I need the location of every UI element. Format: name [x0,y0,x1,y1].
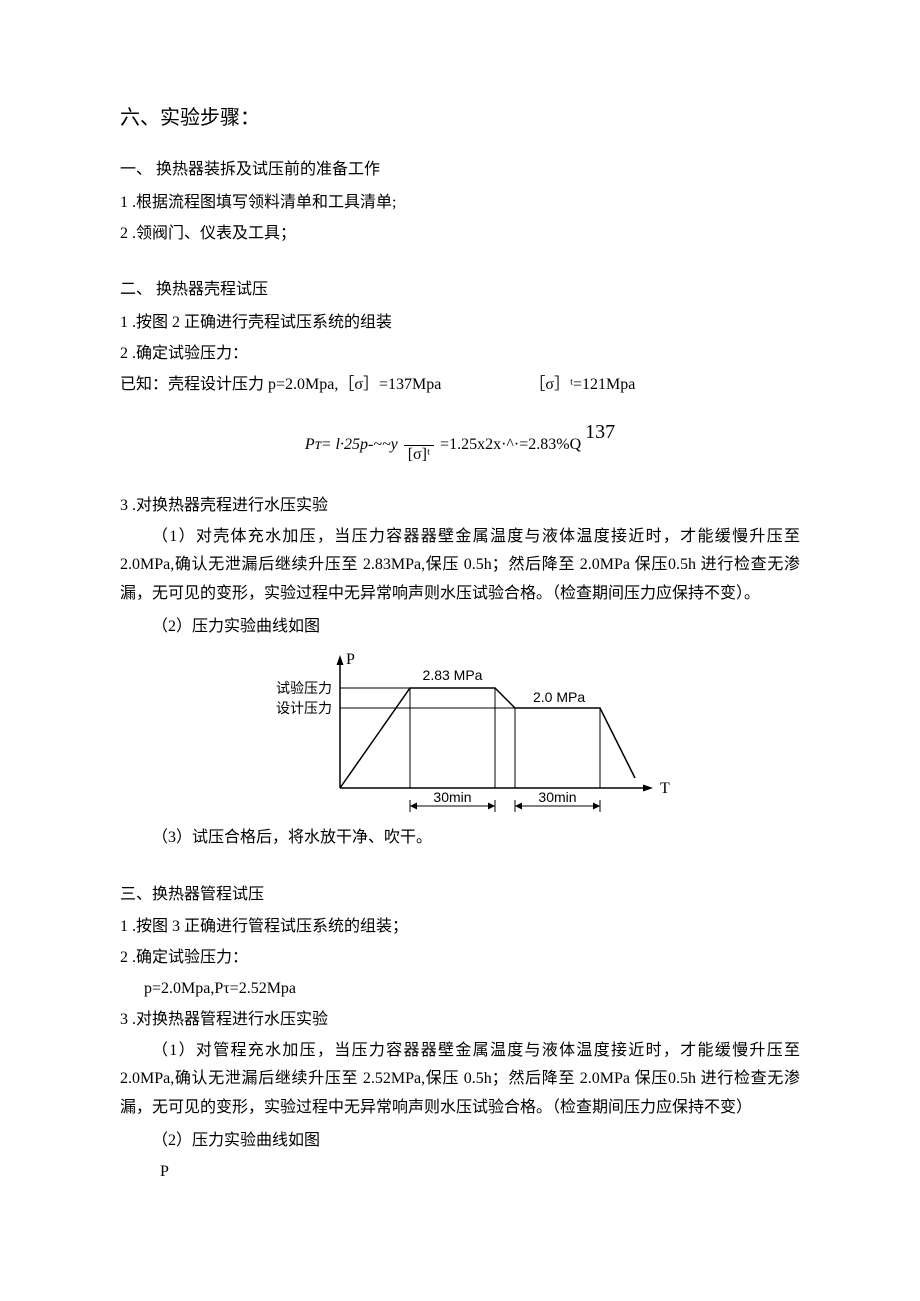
subsection-1-title: 一、 换热器装拆及试压前的准备工作 [120,156,800,185]
svg-text:30min: 30min [538,789,576,805]
svg-text:P: P [346,651,355,668]
pressure-curve-chart: P T 试验压力设计压力 2.83 MPa 2.0 MPa 30min 30min [230,648,800,818]
formula-lhs: Pᴛ= l·25p-~~y [305,431,398,460]
subsection-3-title: 三、换热器管程试压 [120,881,800,910]
svg-text:2.83 MPa: 2.83 MPa [423,667,483,683]
formula-rhs: =1.25x2x·^·=2.83%Q [440,431,581,460]
sec3-para2-label: （2）压力实验曲线如图 [120,1127,800,1156]
known-suffix: ［σ］ᵗ=121Mpa [529,376,635,393]
subsection-2-title: 二、 换热器壳程试压 [120,276,800,305]
formula-denom: [σ]ᵗ [404,445,434,464]
sec2-para1: （1）对壳体充水加压，当压力容器器壁金属温度与液体温度接近时，才能缓慢升压至 2… [120,523,800,609]
sec1-item-2: 2 .领阀门、仪表及工具； [120,220,800,249]
svg-text:设计压力: 设计压力 [276,701,332,717]
section-heading: 六、实验步骤： [120,100,800,136]
sec3-p-label: P [120,1158,800,1187]
svg-text:试验压力: 试验压力 [276,681,332,697]
sec2-known: 已知：壳程设计压力 p=2.0Mpa,［σ］=137Mpa ［σ］ᵗ=121Mp… [120,371,800,400]
sec2-item-3: 3 .对换热器壳程进行水压实验 [120,492,800,521]
formula-block: Pᴛ= l·25p-~~y [σ]ᵗ =1.25x2x·^·=2.83%Q 13… [120,428,800,464]
known-prefix: 已知：壳程设计压力 p=2.0Mpa,［σ］=137Mpa [120,376,441,393]
sec3-para1: （1）对管程充水加压，当压力容器器壁金属温度与液体温度接近时，才能缓慢升压至 2… [120,1037,800,1123]
sec3-item-3: 3 .对换热器管程进行水压实验 [120,1006,800,1035]
sec2-para3: （3）试压合格后，将水放干净、吹干。 [120,824,800,853]
sec3-item-1: 1 .按图 3 正确进行管程试压系统的组装； [120,913,800,942]
sec1-item-1: 1 .根据流程图填写领料清单和工具清单; [120,189,800,218]
sec3-pline: p=2.0Mpa,Pτ=2.52Mpa [120,975,800,1004]
svg-text:T: T [660,780,670,797]
formula-137: 137 [585,414,615,450]
svg-text:2.0 MPa: 2.0 MPa [533,689,585,705]
sec2-para2-label: （2）压力实验曲线如图 [120,613,800,642]
sec2-item-1: 1 .按图 2 正确进行壳程试压系统的组装 [120,309,800,338]
sec3-item-2: 2 .确定试验压力： [120,944,800,973]
svg-text:30min: 30min [433,789,471,805]
sec2-item-2: 2 .确定试验压力： [120,340,800,369]
